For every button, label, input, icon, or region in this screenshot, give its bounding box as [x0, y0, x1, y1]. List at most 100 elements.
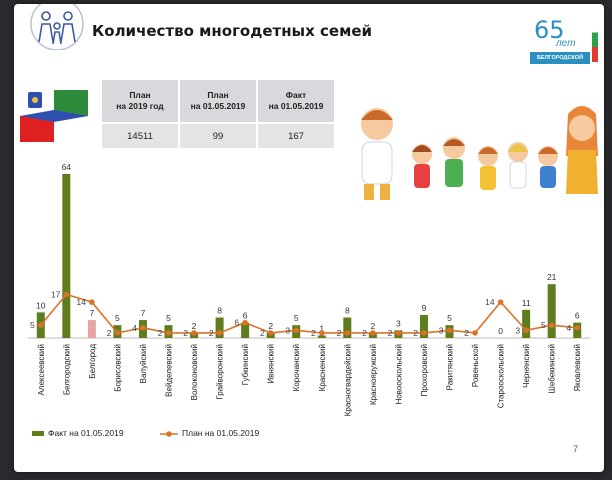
- plan-label-16: 3: [439, 325, 444, 335]
- bar-label-9: 2: [268, 321, 273, 331]
- x-tick-label-1: Белгородский: [62, 344, 71, 395]
- x-tick-label-20: Шебекинский: [548, 344, 557, 393]
- x-tick-label-4: Валуйский: [139, 344, 148, 383]
- plan-label-11: 2: [311, 328, 316, 338]
- bar-label-2: 7: [89, 308, 94, 318]
- plan-point-8: [242, 319, 248, 326]
- plan-point-13: [370, 330, 376, 336]
- x-tick-label-10: Корочанский: [292, 344, 301, 391]
- bar-label-20: 21: [547, 272, 557, 282]
- father-figure: [361, 108, 393, 200]
- plan-point-14: [395, 330, 402, 336]
- bar-label-0: 10: [36, 300, 46, 310]
- plan-table: План на 2019 год План на 01.05.2019 Факт…: [100, 78, 336, 150]
- family-illustration: [361, 106, 598, 200]
- bar-label-15: 9: [422, 303, 427, 313]
- bar-7: [215, 317, 224, 338]
- plan-label-9: 2: [260, 328, 265, 338]
- plan-point-7: [216, 330, 223, 336]
- slide: Количество многодетных семей 65 лет БЕЛГ…: [14, 4, 604, 472]
- x-tick-label-8: Губкинский: [241, 344, 250, 385]
- plan-line: [40, 293, 578, 334]
- plan-point-21: [574, 324, 581, 331]
- x-tick-label-3: Борисовский: [113, 344, 122, 392]
- anniversary-number: 65: [534, 16, 565, 44]
- x-tick-label-7: Грайворонский: [216, 344, 225, 400]
- slide-number: 7: [572, 444, 578, 454]
- fact-header-date: Факт на 01.05.2019: [258, 80, 334, 122]
- plan-label-0: 5: [30, 320, 35, 330]
- plan-label-7: 2: [209, 328, 214, 338]
- plan-point-19: [523, 327, 529, 334]
- kids-figures: [412, 137, 558, 190]
- region-flag-icon: [20, 90, 88, 142]
- plan-point-6: [191, 330, 197, 336]
- plan-label-2: 14: [76, 297, 86, 307]
- x-tick-label-5: Вейделевский: [165, 344, 174, 397]
- x-tick-label-2: Белгород: [88, 344, 97, 379]
- plan-label-3: 2: [107, 328, 112, 338]
- plan-label-4: 4: [132, 323, 137, 333]
- plan-label-18: 14: [485, 297, 495, 307]
- plan-point-3: [114, 330, 121, 336]
- anniversary-band: БЕЛГОРОДСКОЙ ОБЛАСТИ: [530, 52, 590, 73]
- bar-label-21: 6: [575, 311, 580, 321]
- x-tick-label-21: Яковлевский: [573, 344, 582, 392]
- legend-line-marker: [166, 431, 172, 437]
- mother-figure: [566, 106, 598, 194]
- plan-point-10: [293, 327, 300, 334]
- x-tick-label-12: Красногвардейский: [343, 344, 352, 416]
- plan-label-21: 4: [566, 323, 571, 333]
- bar-12: [343, 317, 352, 338]
- plan-point-16: [446, 327, 453, 334]
- fact-value-date: 167: [258, 124, 334, 148]
- bar-label-19: 11: [522, 298, 531, 308]
- x-tick-label-16: Ракитянский: [446, 344, 455, 390]
- bar-label-4: 7: [141, 308, 146, 318]
- x-tick-label-15: Прохоровский: [420, 344, 429, 396]
- plan-label-19: 3: [515, 325, 520, 335]
- plan-point-4: [140, 324, 146, 331]
- bar-label-1: 64: [62, 162, 72, 172]
- x-tick-label-0: Алексеевский: [37, 344, 46, 396]
- x-tick-label-13: Краснояружский: [369, 344, 378, 405]
- plan-label-20: 5: [541, 320, 546, 330]
- plan-value-2019: 14511: [102, 124, 178, 148]
- plan-point-11: [318, 330, 325, 336]
- legend-bar-label: Факт на 01.05.2019: [48, 428, 124, 438]
- anniversary-word: лет: [556, 38, 576, 49]
- x-tick-label-9: Ивнянский: [267, 344, 276, 384]
- plan-label-13: 2: [362, 328, 367, 338]
- bar-8: [241, 322, 250, 338]
- bar-label-6: 2: [192, 321, 197, 331]
- bar-15: [419, 314, 428, 338]
- family-logo-icon: [30, 4, 84, 50]
- plan-point-0: [37, 322, 44, 328]
- bar-label-5: 5: [166, 313, 171, 323]
- plan-label-6: 2: [183, 328, 188, 338]
- bar-label-8: 6: [243, 311, 248, 321]
- plan-point-15: [421, 330, 427, 336]
- bar-label-18: 0: [498, 326, 503, 336]
- legend-bar-swatch: [32, 431, 44, 436]
- plan-point-12: [344, 330, 351, 336]
- x-tick-label-18: Старооскольский: [497, 344, 506, 408]
- plan-value-date: 99: [180, 124, 256, 148]
- chart: 10Алексеевский64Белгородский7Белгород5Бо…: [28, 162, 590, 438]
- bar-label-3: 5: [115, 313, 120, 323]
- plan-point-20: [548, 322, 555, 328]
- plan-point-5: [165, 330, 172, 336]
- bar-label-13: 2: [370, 321, 375, 331]
- x-tick-label-19: Чернянский: [522, 344, 531, 388]
- bar-2: [87, 320, 96, 338]
- plan-point-9: [267, 330, 274, 336]
- plan-header-date: План на 01.05.2019: [180, 80, 256, 122]
- plan-label-5: 2: [158, 328, 163, 338]
- plan-label-12: 2: [337, 328, 342, 338]
- x-tick-label-6: Волоконовский: [190, 344, 199, 400]
- plan-point-1: [63, 291, 70, 298]
- plan-header-2019: План на 2019 год: [102, 80, 178, 122]
- plan-label-1: 17: [51, 289, 61, 299]
- plan-label-8: 6: [234, 318, 239, 328]
- bar-11: [317, 335, 326, 338]
